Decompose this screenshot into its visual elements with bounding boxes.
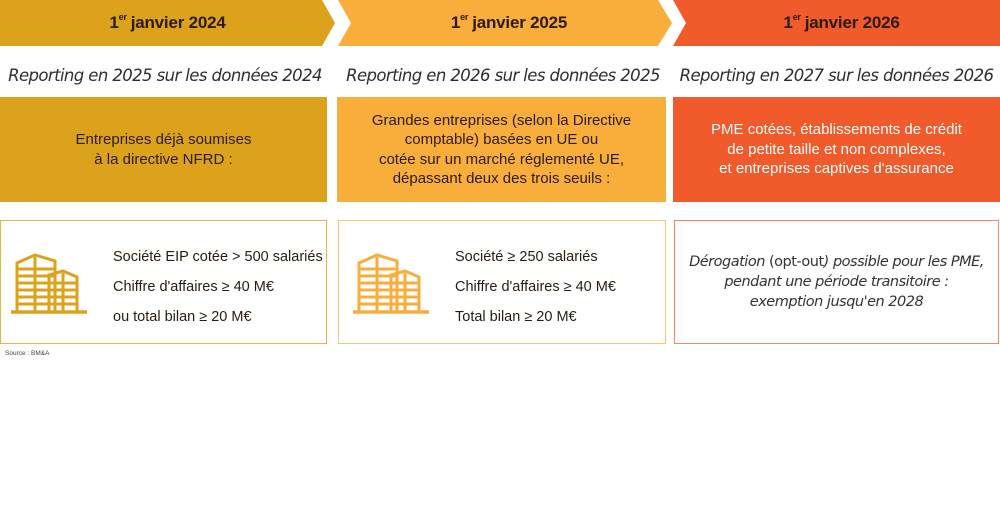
scope-text: Grandes entreprises (selon la Directive … [371, 111, 632, 188]
step-date-label: 1er janvier 2026 [783, 12, 900, 32]
scope-text: PME cotées, établissements de crédit de … [711, 121, 962, 178]
reporting-note: Reporting en 2025 sur les données 2024 [8, 65, 322, 85]
reporting-note: Reporting en 2026 sur les données 2025 [346, 65, 660, 85]
step-date-label: 1er janvier 2025 [450, 12, 568, 32]
criteria-list: Société ≥ 250 salariés Chiffre d'affaire… [455, 245, 616, 335]
criteria-item: ou total bilan ≥ 20 M€ [113, 309, 252, 325]
criteria-item: Société ≥ 250 salariés [455, 249, 598, 265]
source-note: Source : BM&A [5, 350, 50, 357]
criteria-item: Chiffre d'affaires ≥ 40 M€ [113, 279, 274, 295]
building-icon [11, 253, 87, 314]
building-icon [353, 253, 429, 314]
timeline-step-2024: 1er janvier 2024 [0, 0, 335, 46]
criteria-item: Chiffre d'affaires ≥ 40 M€ [455, 279, 616, 295]
step-date-label: 1er janvier 2024 [109, 12, 226, 32]
derogation-box: Dérogation (opt-out) possible pour les P… [674, 220, 999, 344]
scope-box: Grandes entreprises (selon la Directive … [337, 97, 666, 202]
reporting-note: Reporting en 2027 sur les données 2026 [679, 65, 994, 85]
criteria-box: Société ≥ 250 salariés Chiffre d'affaire… [338, 220, 666, 344]
scope-box: PME cotées, établissements de crédit de … [673, 97, 1000, 202]
criteria-item: Total bilan ≥ 20 M€ [455, 309, 577, 325]
criteria-item: Société EIP cotée > 500 salariés [113, 249, 323, 265]
timeline-step-2025: 1er janvier 2025 [338, 0, 672, 46]
criteria-list: Société EIP cotée > 500 salariés Chiffre… [113, 245, 323, 335]
scope-box: Entreprises déjà soumises à la directive… [0, 97, 327, 202]
scope-text: Entreprises déjà soumises à la directive… [75, 131, 252, 168]
timeline-step-2026: 1er janvier 2026 [673, 0, 1000, 46]
criteria-box: Société EIP cotée > 500 salariés Chiffre… [0, 220, 327, 344]
derogation-text: Dérogation (opt-out) possible pour les P… [689, 254, 984, 310]
